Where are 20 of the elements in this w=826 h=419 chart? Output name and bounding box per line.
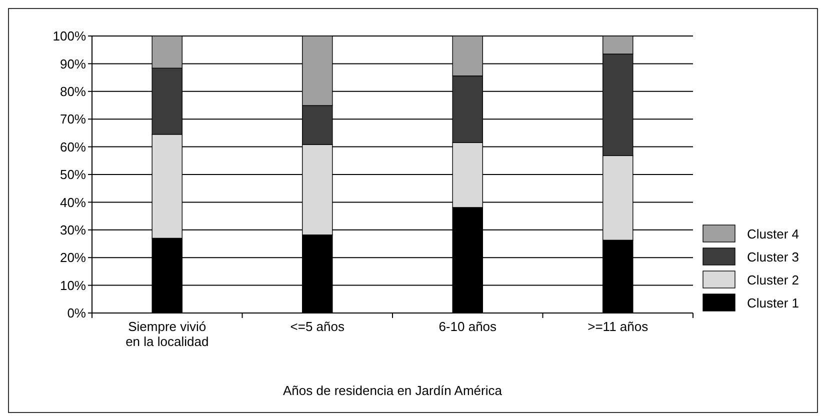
legend-label: Cluster 2: [747, 272, 800, 288]
legend-label: Cluster 4: [747, 226, 800, 242]
y-tick-label: 70%: [60, 112, 86, 127]
legend-label: Cluster 3: [747, 250, 800, 265]
x-tick-label: 6-10 años: [438, 319, 498, 334]
y-tick-label: 60%: [60, 139, 86, 154]
x-axis-title: Años de residencia en Jardín América: [283, 383, 503, 398]
y-tick-label: 80%: [60, 84, 86, 99]
y-tick-label: 10%: [60, 278, 86, 293]
y-tick-label: 40%: [60, 194, 86, 210]
y-tick-label: 50%: [60, 167, 86, 182]
x-tick-label: Siempre vivió en la localidad: [126, 319, 209, 349]
x-tick-label: >=11 años: [588, 319, 649, 334]
x-tick-label: <=5 años: [290, 319, 345, 334]
y-tick-label: 30%: [60, 222, 86, 238]
y-tick-label: 100%: [52, 28, 86, 44]
y-tick-label: 0%: [67, 306, 86, 321]
legend-label: Cluster 1: [747, 296, 800, 311]
y-tick-label: 20%: [60, 250, 86, 266]
y-tick-label: 90%: [60, 56, 86, 72]
